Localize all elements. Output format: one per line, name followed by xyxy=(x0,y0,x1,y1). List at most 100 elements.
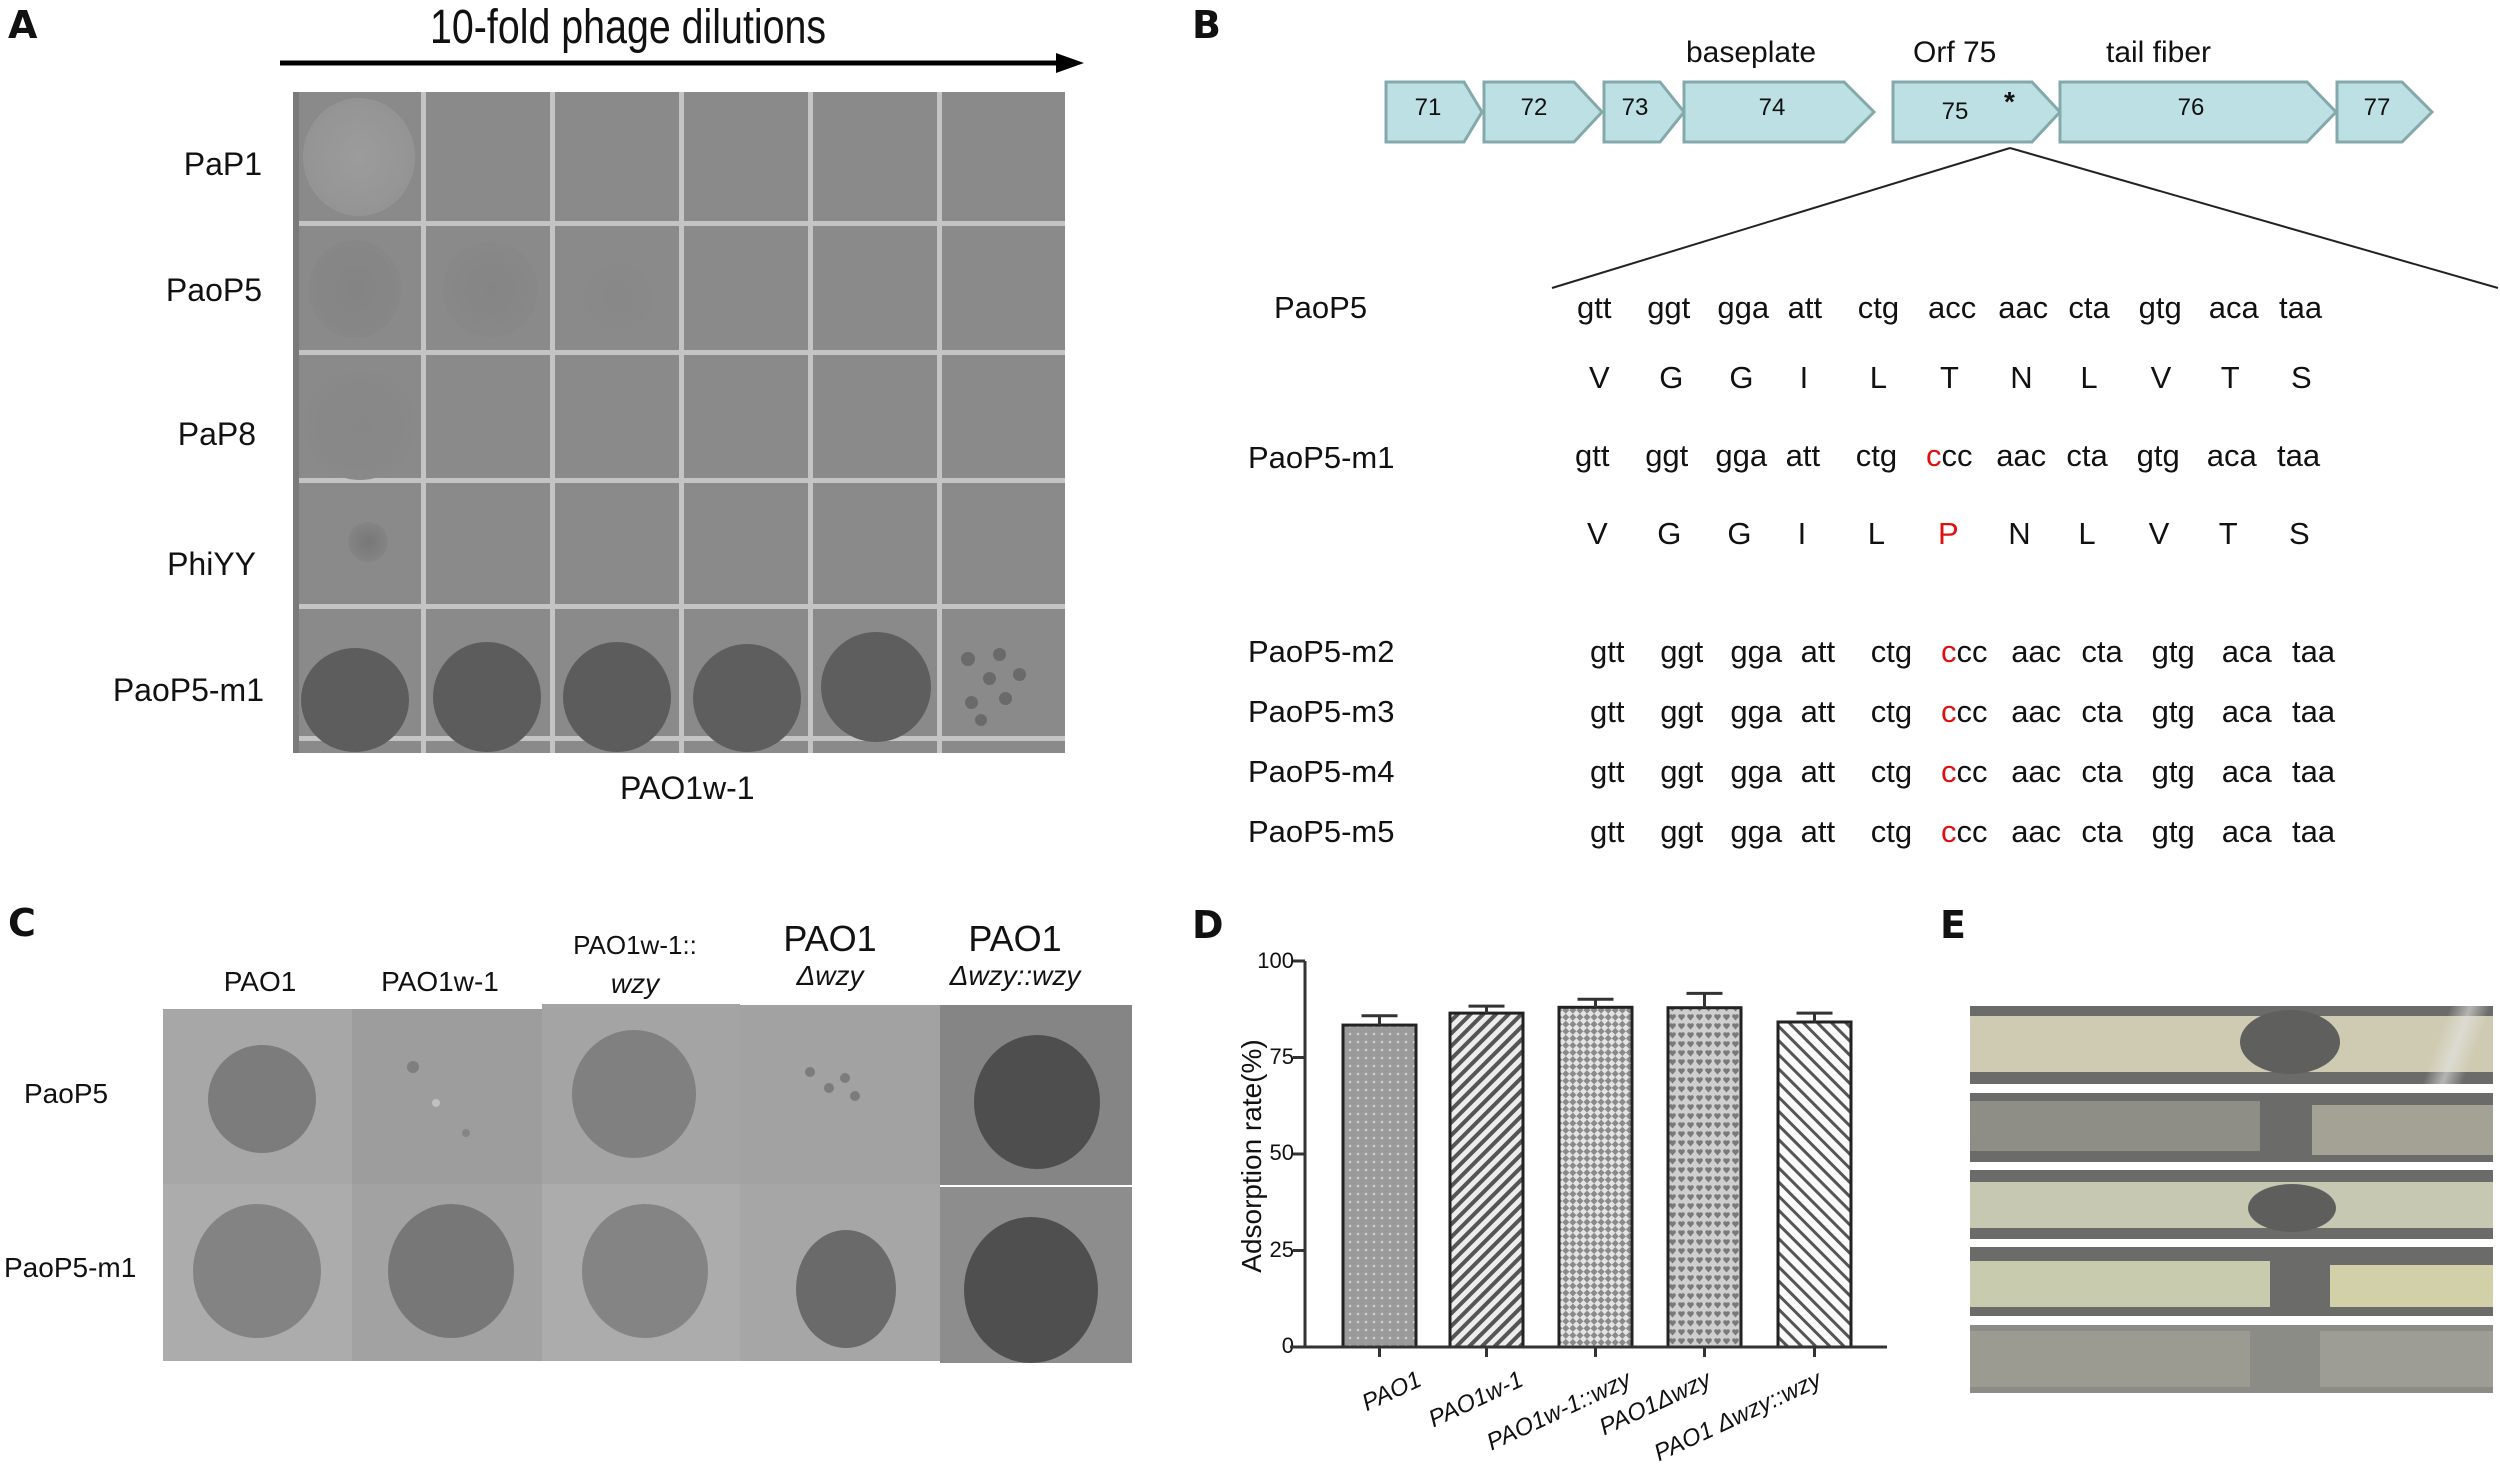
amino-acid: N xyxy=(2008,516,2031,551)
amino-acid: V xyxy=(2150,360,2172,395)
y-tick-0: 0 xyxy=(1281,1333,1294,1358)
gene-76: 76 xyxy=(2177,94,2205,121)
mutated-base: c xyxy=(1941,634,1957,669)
amino-acid: N xyxy=(2010,360,2033,395)
codon: acc xyxy=(1928,290,1977,325)
codon: gga xyxy=(1730,814,1783,849)
codon: gga xyxy=(1730,694,1783,729)
codon: aca xyxy=(2221,694,2272,729)
mutation-asterisk: * xyxy=(2004,86,2015,117)
plaque-paop5-m1-pao1-dwzy-wzy xyxy=(940,1187,1132,1363)
gene-label-tail-fiber: tail fiber xyxy=(2106,36,2212,69)
codon: gtg xyxy=(2151,694,2195,729)
codon: cta xyxy=(2081,634,2123,669)
codon: ctg xyxy=(1870,634,1913,669)
codon: aac xyxy=(2011,634,2062,669)
mutated-base: c xyxy=(1941,754,1957,789)
amino-acid: G xyxy=(1657,516,1682,551)
codon: ggt xyxy=(1645,438,1689,473)
amino-acid: S xyxy=(2291,360,2312,395)
gene-77: 77 xyxy=(2363,94,2391,121)
codon: gga xyxy=(1717,290,1770,325)
bar-4 xyxy=(1776,1020,1853,1349)
streak-strip-5 xyxy=(1970,1325,2493,1393)
codon: ctg xyxy=(1857,290,1900,325)
streak-strip-3 xyxy=(1970,1170,2493,1239)
gene-73: 73 xyxy=(1621,94,1649,121)
codon: ggt xyxy=(1660,634,1704,669)
codon: att xyxy=(1800,814,1836,849)
amino-acid: T xyxy=(2218,516,2238,551)
codon: gga xyxy=(1730,634,1783,669)
codon: aac xyxy=(2011,754,2062,789)
codon: ctg xyxy=(1870,754,1913,789)
codon: aac xyxy=(2011,694,2062,729)
codon: att xyxy=(1785,438,1821,473)
col-head-pao1-dwzy-l1: PAO1 xyxy=(783,918,877,959)
plaque-paop5-m1-pao1 xyxy=(163,1184,353,1361)
sequence-name: PaoP5 xyxy=(1274,290,1368,325)
y-tick-25: 25 xyxy=(1269,1237,1294,1262)
codon: ccc xyxy=(1941,754,1988,790)
mutated-amino-acid: P xyxy=(1938,516,1959,551)
codon: taa xyxy=(2292,694,2336,729)
codon: att xyxy=(1787,290,1823,325)
codon-rest: cc xyxy=(1956,814,1988,849)
plaque-paop5-pao1-dwzy xyxy=(740,1005,940,1184)
col-head-pao1: PAO1 xyxy=(223,966,297,997)
y-tick-75: 75 xyxy=(1269,1044,1294,1069)
bar-1 xyxy=(1448,1011,1525,1349)
amino-acid: L xyxy=(1869,360,1888,395)
sequence-name: PaoP5-m3 xyxy=(1248,694,1395,729)
sequence-name: PaoP5-m4 xyxy=(1248,754,1395,789)
codon: ggt xyxy=(1660,814,1704,849)
codon: gtt xyxy=(1577,290,1612,325)
codon: ctg xyxy=(1870,694,1913,729)
plaque-paop5-pao1-dwzy-wzy xyxy=(940,1005,1132,1185)
dilution-title: 10-fold phage dilutions xyxy=(430,1,827,54)
streak-strip-1 xyxy=(1970,1006,2493,1084)
col-head-pao1w-1-wzy-l1: PAO1w-1:: xyxy=(573,930,697,960)
codon: cta xyxy=(2066,438,2108,473)
panel-letter-b: B xyxy=(1192,3,1221,47)
row-label-paop5: PaoP5 xyxy=(165,272,262,308)
col-head-pao1-dwzy-wzy-l1: PAO1 xyxy=(968,918,1062,959)
codon: taa xyxy=(2277,438,2321,473)
col-head-pao1w-1-wzy-l2: wzy xyxy=(610,968,660,999)
codon: ccc xyxy=(1926,438,1973,474)
codon: gtt xyxy=(1590,814,1625,849)
amino-acid: V xyxy=(1589,360,1610,395)
streak-strip-2 xyxy=(1970,1093,2493,1162)
amino-acid: L xyxy=(1867,516,1886,551)
bar-3 xyxy=(1666,1006,1743,1349)
codon: aac xyxy=(2011,814,2062,849)
codon-rest: cc xyxy=(1956,634,1988,669)
plaque-paop5-m1-pao1w-1 xyxy=(352,1184,542,1361)
codon: gtt xyxy=(1590,754,1625,789)
row-label-c-paop5: PaoP5 xyxy=(24,1078,109,1109)
codon: gtg xyxy=(2151,754,2195,789)
bar-2 xyxy=(1557,1005,1634,1349)
gene-74: 74 xyxy=(1758,94,1786,121)
codon: taa xyxy=(2292,634,2336,669)
amino-acid: V xyxy=(2148,516,2170,551)
streak-strip-4 xyxy=(1970,1247,2493,1316)
codon: aca xyxy=(2208,290,2259,325)
plaque-paop5-pao1w-1-wzy xyxy=(542,1004,740,1184)
codon: gtt xyxy=(1575,438,1610,473)
plaque-paop5-pao1w-1 xyxy=(352,1009,542,1184)
panel-letter-e: E xyxy=(1940,903,1966,947)
codon: aac xyxy=(1998,290,2049,325)
codon: ggt xyxy=(1647,290,1691,325)
y-tick-50: 50 xyxy=(1269,1140,1294,1165)
codon: gtg xyxy=(2138,290,2182,325)
y-tick-100: 100 xyxy=(1257,948,1294,973)
amino-acid: G xyxy=(1729,360,1754,395)
gene-71: 71 xyxy=(1414,94,1442,121)
gene-label-baseplate: baseplate xyxy=(1686,36,1817,69)
codon: cta xyxy=(2081,694,2123,729)
codon-rest: cc xyxy=(1941,438,1973,473)
adsorption-bar-chart xyxy=(1290,959,1887,1357)
col-head-pao1w-1: PAO1w-1 xyxy=(381,966,499,997)
mutated-base: c xyxy=(1941,694,1957,729)
